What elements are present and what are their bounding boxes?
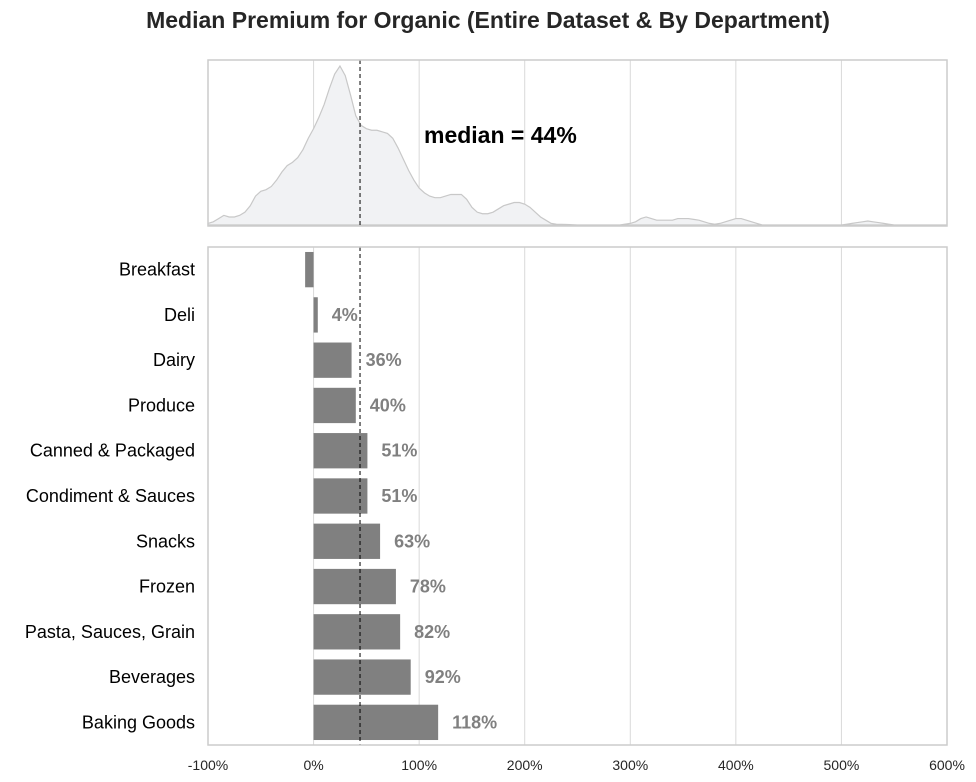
median-label: median = 44% <box>424 122 577 148</box>
bar-value-label: 36% <box>366 350 402 370</box>
chart-title: Median Premium for Organic (Entire Datas… <box>146 7 830 33</box>
x-tick-label: 300% <box>612 757 648 773</box>
category-label: Condiment & Sauces <box>26 486 195 506</box>
category-label: Dairy <box>153 350 195 370</box>
x-tick-label: 400% <box>718 757 754 773</box>
bar-value-labels: 4% 36% 40% 51% 51% 63% 78% 82% 92% 118% <box>332 305 497 732</box>
x-tick-label: 600% <box>929 757 965 773</box>
bar-value-label: 82% <box>414 622 450 642</box>
x-tick-label: 100% <box>401 757 437 773</box>
bars <box>305 251 439 741</box>
bar-value-label: 4% <box>332 305 358 325</box>
bar <box>313 568 396 605</box>
x-tick-label: 0% <box>303 757 323 773</box>
bar <box>313 297 318 333</box>
category-label: Frozen <box>139 577 195 597</box>
bar-value-label: 40% <box>370 395 406 415</box>
category-label: Baking Goods <box>82 712 195 732</box>
category-label: Breakfast <box>119 260 195 280</box>
bar <box>313 523 381 559</box>
category-label: Snacks <box>136 531 195 551</box>
category-label: Produce <box>128 395 195 415</box>
x-axis-tick-labels: -100% 0% 100% 200% 300% 400% 500% 600% <box>188 757 965 773</box>
bar-value-label: 51% <box>381 441 417 461</box>
bar-value-label: 51% <box>381 486 417 506</box>
category-labels: Breakfast Deli Dairy Produce Canned & Packag… <box>25 260 195 733</box>
category-label: Canned & Packaged <box>30 441 195 461</box>
category-label: Deli <box>164 305 195 325</box>
bar <box>313 387 356 424</box>
bar <box>313 478 368 514</box>
bar <box>305 251 314 288</box>
bar-value-label: 78% <box>410 577 446 597</box>
bar-panel: 4% 36% 40% 51% 51% 63% 78% 82% 92% 118% Breakfast… <box>25 246 965 773</box>
x-tick-label: 500% <box>824 757 860 773</box>
bar-value-label: 63% <box>394 531 430 551</box>
bar-value-label: 118% <box>452 712 497 732</box>
x-tick-label: 200% <box>507 757 543 773</box>
bar <box>313 704 439 741</box>
density-panel: median = 44% <box>207 59 948 227</box>
category-label: Pasta, Sauces, Grain <box>25 622 195 642</box>
bar <box>313 433 368 469</box>
density-panel-frame <box>207 59 948 227</box>
x-tick-label: -100% <box>188 757 228 773</box>
bar-panel-frame <box>207 246 948 746</box>
bar-value-label: 92% <box>425 667 461 687</box>
category-label: Beverages <box>109 667 195 687</box>
density-area <box>207 64 947 226</box>
bar <box>313 659 411 695</box>
bar <box>313 342 352 378</box>
bar <box>313 614 401 650</box>
